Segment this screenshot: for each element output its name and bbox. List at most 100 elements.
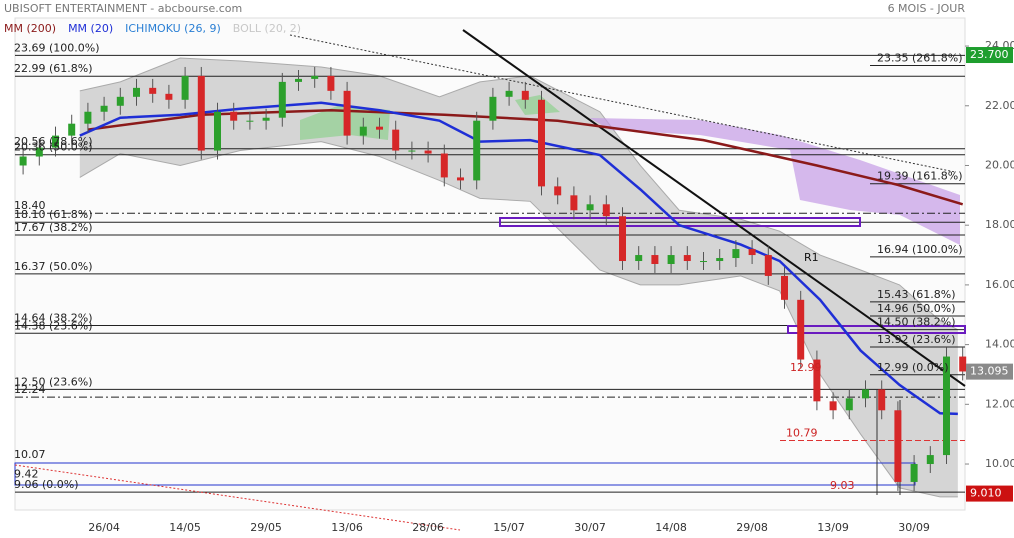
- x-tick-label: 15/07: [493, 521, 525, 534]
- level-label: 16.37 (50.0%): [14, 260, 93, 273]
- candle-body: [764, 255, 772, 276]
- level-label: 10.79: [786, 426, 818, 439]
- candle-body: [311, 75, 319, 79]
- candle-body: [716, 258, 724, 262]
- level-label: 9.06 (0.0%): [14, 478, 79, 491]
- x-tick-label: 29/08: [736, 521, 768, 534]
- candle-body: [214, 111, 221, 151]
- candle-body: [554, 186, 562, 196]
- candle-body: [52, 135, 59, 148]
- trend-line: [289, 34, 956, 173]
- band-line: [79, 141, 958, 498]
- legend-entry: MM (200): [4, 22, 56, 35]
- legend-entry: MM (20): [68, 22, 113, 35]
- candle-body: [748, 249, 756, 256]
- candle-body: [246, 120, 254, 122]
- level-label: 15.43 (61.8%): [877, 288, 956, 301]
- candle-body: [376, 126, 383, 130]
- candle-body: [797, 299, 805, 360]
- candle-body: [327, 75, 335, 91]
- candle-body: [343, 90, 351, 136]
- candle-body: [133, 87, 140, 97]
- level-label: 13.92 (23.6%): [877, 333, 956, 346]
- candle-body: [262, 117, 270, 121]
- candle-body: [68, 123, 76, 136]
- level-label: 19.39 (161.8%): [877, 170, 963, 183]
- candle-body: [230, 111, 238, 121]
- level-label: 18.40: [14, 199, 46, 212]
- candle-body: [635, 255, 643, 262]
- candle-body: [862, 389, 869, 399]
- x-tick-label: 14/05: [169, 521, 201, 534]
- x-tick-label: 13/09: [817, 521, 849, 534]
- candle-body: [473, 120, 481, 181]
- x-tick-label: 26/04: [88, 521, 120, 534]
- y-tick-label: 14.000: [985, 338, 1014, 351]
- candle-body: [521, 90, 529, 100]
- candle-body: [165, 93, 173, 100]
- candle-body: [278, 81, 286, 118]
- candle-body: [84, 111, 92, 124]
- x-tick-label: 13/06: [331, 521, 363, 534]
- level-label: 23.69 (100.0%): [14, 41, 100, 54]
- candle-body: [489, 96, 497, 121]
- candle-body: [440, 153, 448, 178]
- candle-body: [894, 410, 902, 482]
- candle-body: [926, 455, 934, 465]
- level-label: 23.35 (261.8%): [877, 51, 963, 64]
- trend-line: [462, 29, 966, 387]
- legend-entry: BOLL (20, 2): [233, 22, 301, 35]
- y-tick-label: 22.000: [985, 99, 1014, 112]
- level-label: 20.36 (50.0%): [14, 141, 93, 154]
- level-label: 9.03: [830, 479, 855, 492]
- candle-body: [602, 204, 610, 217]
- price-badge-label: 13.095: [970, 365, 1009, 378]
- candle-body: [619, 216, 626, 262]
- zone-box: [787, 325, 966, 334]
- candle-body: [943, 356, 950, 456]
- trend-line: [14, 464, 461, 531]
- candle-body: [505, 90, 513, 97]
- price-badge-label: 23.700: [970, 48, 1009, 61]
- price-badge: [966, 47, 1013, 64]
- candle-body: [845, 398, 853, 411]
- x-tick-label: 30/09: [898, 521, 930, 534]
- price-badge: [966, 485, 1013, 502]
- y-tick-label: 16.000: [985, 278, 1014, 291]
- y-tick-label: 12.000: [985, 397, 1014, 410]
- ma-line: [79, 101, 958, 416]
- candle-body: [813, 359, 821, 402]
- level-label: 12.24: [14, 383, 46, 396]
- candle-body: [959, 356, 967, 372]
- price-badge-label: 9.010: [970, 487, 1002, 500]
- level-label: 18.10 (61.8%): [14, 208, 93, 221]
- candle-body: [392, 129, 400, 151]
- level-label: 14.96 (50.0%): [877, 302, 956, 315]
- level-label: 10.07: [14, 448, 46, 461]
- annotation: R1: [804, 251, 819, 264]
- candle-body: [295, 78, 302, 82]
- levels-layer: [15, 45, 969, 493]
- y-tick-label: 10.000: [985, 457, 1014, 470]
- x-tick-label: 14/08: [655, 521, 687, 534]
- marks-layer: [19, 66, 967, 491]
- level-label: 12.99 (0.0%): [877, 361, 949, 374]
- candle-body: [570, 195, 578, 211]
- candle-body: [829, 401, 837, 411]
- legend-entry: ICHIMOKU (26, 9): [125, 22, 221, 35]
- x-tick-label: 30/07: [574, 521, 606, 534]
- candle-body: [116, 96, 124, 106]
- candle-body: [408, 150, 416, 152]
- candle-body: [457, 177, 464, 181]
- ichimoku-cloud: [515, 95, 560, 115]
- candle-body: [683, 255, 691, 262]
- candle-body: [651, 255, 659, 264]
- level-label: 17.67 (38.2%): [14, 221, 93, 234]
- y-tick-label: 18.000: [985, 218, 1014, 231]
- candle-body: [424, 150, 432, 154]
- band-line: [79, 57, 959, 331]
- candle-body: [538, 99, 545, 187]
- candle-body: [149, 87, 157, 94]
- level-label: 14.38 (23.6%): [14, 319, 93, 332]
- x-tick-label: 28/06: [412, 521, 444, 534]
